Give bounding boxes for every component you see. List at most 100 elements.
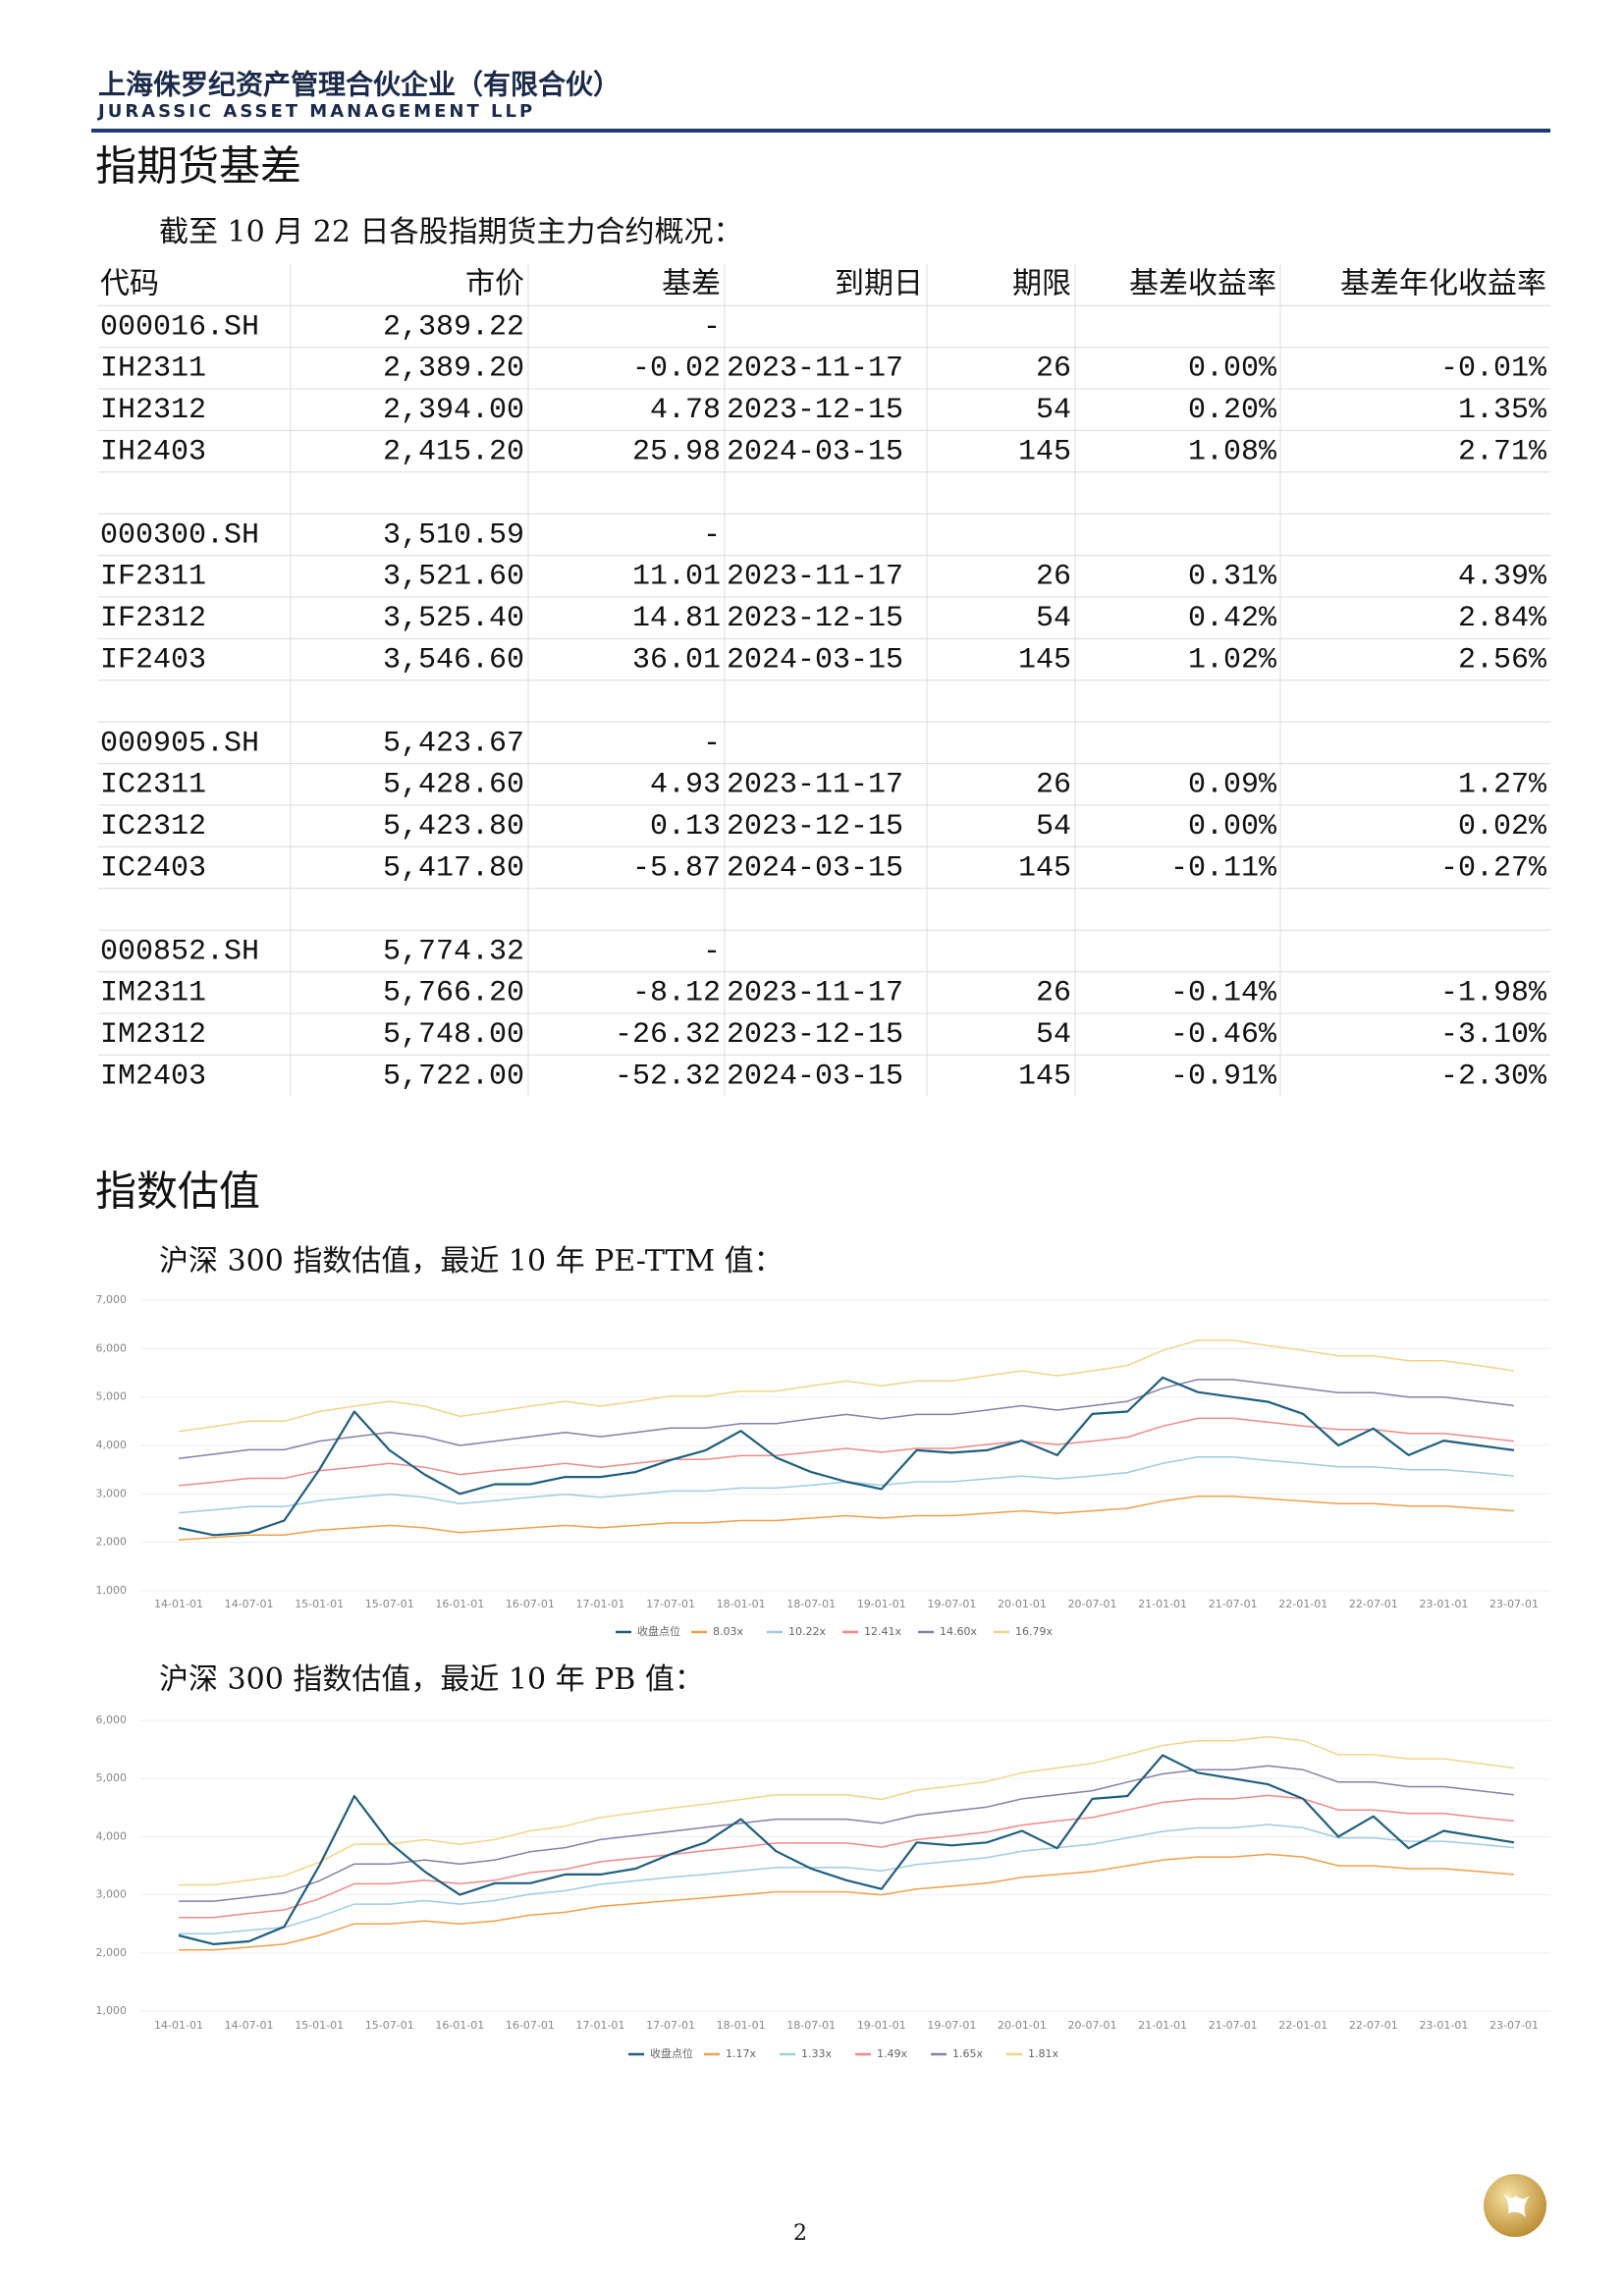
x-tick-label: 23-07-01: [1489, 1598, 1539, 1610]
table-cell: 54: [1036, 810, 1071, 844]
section-intro: 截至 10 月 22 日各股指期货主力合约概况：: [159, 215, 743, 249]
table-cell: 000905.SH: [100, 727, 259, 760]
series-line: [178, 1376, 1515, 1537]
table-cell: 000852.SH: [100, 935, 259, 968]
table-cell: 2023-12-15: [727, 394, 903, 427]
table-cell: 0.09%: [1188, 769, 1277, 802]
table-cell: 2023-12-15: [727, 810, 903, 844]
header-title-en: JURASSIC ASSET MANAGEMENT LLP: [96, 101, 535, 122]
section-heading: 指数估值: [95, 1168, 260, 1216]
x-tick-label: 17-07-01: [646, 2019, 695, 2032]
table-cell: 145: [1018, 436, 1071, 469]
table-cell: 2023-12-15: [727, 1018, 903, 1052]
table-cell: 145: [1018, 1061, 1071, 1094]
table-cell: 1.35%: [1458, 394, 1547, 427]
x-tick-label: 18-07-01: [786, 1598, 836, 1610]
series-line: [179, 1794, 1515, 1919]
table-cell: 5,423.67: [383, 727, 524, 760]
table-cell: -0.11%: [1170, 852, 1277, 886]
legend-label: 收盘点位: [650, 2046, 693, 2060]
table-cell: 36.01: [632, 644, 721, 678]
table-cell: 5,423.80: [383, 810, 524, 844]
table-cell: 0.02%: [1458, 810, 1547, 844]
x-tick-label: 21-07-01: [1209, 2019, 1258, 2032]
x-tick-label: 20-01-01: [998, 2019, 1047, 2032]
table-cell: IC2311: [100, 769, 206, 802]
table-header-cell: 到期日: [835, 267, 923, 301]
table-cell: 14.81: [632, 602, 721, 635]
table-cell: IH2312: [100, 394, 206, 427]
table-cell: -5.87: [632, 852, 721, 886]
table-cell: IM2403: [100, 1061, 206, 1094]
table-cell: -: [703, 935, 721, 968]
x-tick-label: 19-01-01: [857, 2019, 906, 2032]
series-line: [178, 1456, 1515, 1514]
y-tick-label: 5,000: [96, 1771, 128, 1784]
legend-label: 收盘点位: [637, 1624, 680, 1638]
table-cell: 1.02%: [1188, 644, 1277, 678]
table-header-cell: 期限: [1012, 267, 1071, 301]
table-cell: 26: [1036, 769, 1071, 802]
y-tick-label: 6,000: [96, 1341, 128, 1354]
table-cell: 0.13: [650, 810, 721, 844]
table-cell: 0.00%: [1188, 353, 1277, 386]
table-cell: IF2403: [100, 644, 206, 678]
x-tick-label: 17-07-01: [646, 1598, 695, 1610]
series-line: [178, 1754, 1515, 1946]
page-number: 2: [793, 2221, 807, 2246]
x-tick-label: 18-07-01: [786, 2019, 836, 2032]
table-cell: 4.39%: [1458, 561, 1547, 594]
table-cell: 5,417.80: [383, 852, 524, 886]
table-cell: 1.27%: [1458, 769, 1547, 802]
table-cell: 2.84%: [1458, 602, 1547, 635]
y-tick-label: 4,000: [96, 1439, 128, 1451]
y-tick-label: 2,000: [96, 1536, 128, 1549]
table-cell: 0.00%: [1188, 810, 1277, 844]
table-cell: 2023-11-17: [727, 353, 903, 386]
series-line: [178, 1379, 1515, 1460]
table-cell: -0.46%: [1170, 1018, 1277, 1052]
table-cell: 5,722.00: [383, 1061, 524, 1094]
table-cell: -52.32: [615, 1061, 721, 1094]
x-tick-label: 19-01-01: [857, 1598, 906, 1610]
table-cell: 4.78: [650, 394, 721, 427]
legend-label: 1.17x: [726, 2047, 756, 2060]
table-header-cell: 基差: [662, 267, 721, 301]
x-tick-label: 23-01-01: [1419, 1598, 1468, 1610]
x-tick-label: 16-01-01: [435, 1598, 484, 1610]
table-cell: 2023-11-17: [727, 977, 903, 1010]
table-header-cell: 代码: [100, 267, 159, 301]
series-line: [179, 1823, 1515, 1935]
x-tick-label: 22-07-01: [1349, 2019, 1398, 2032]
table-cell: -: [703, 310, 721, 344]
x-tick-label: 20-07-01: [1068, 1598, 1117, 1610]
table-cell: 145: [1018, 644, 1071, 678]
y-tick-label: 2,000: [96, 1946, 128, 1959]
y-tick-label: 3,000: [96, 1888, 128, 1901]
table-header-cell: 市价: [465, 267, 524, 301]
series-line: [178, 1417, 1515, 1487]
table-cell: IM2312: [100, 1018, 206, 1052]
x-tick-label: 15-07-01: [365, 2019, 414, 2032]
table-cell: 3,525.40: [383, 602, 524, 635]
table-cell: 54: [1036, 1018, 1071, 1052]
table-cell: 1.08%: [1188, 436, 1277, 469]
table-cell: -0.02: [632, 353, 721, 386]
x-tick-label: 14-01-01: [154, 2019, 203, 2032]
x-tick-label: 23-07-01: [1489, 2019, 1539, 2032]
legend-label: 16.79x: [1015, 1625, 1053, 1638]
x-tick-label: 21-01-01: [1138, 1598, 1187, 1610]
table-cell: -0.27%: [1440, 852, 1547, 886]
table-cell: -: [703, 727, 721, 760]
table-cell: 5,428.60: [383, 769, 524, 802]
series-line: [179, 1765, 1515, 1902]
table-cell: -0.14%: [1170, 977, 1277, 1010]
table-cell: 2.56%: [1458, 644, 1547, 678]
legend-label: 1.81x: [1028, 2047, 1058, 2060]
table-cell: IH2311: [100, 353, 206, 386]
table-cell: -: [703, 518, 721, 552]
y-tick-label: 7,000: [96, 1293, 128, 1306]
table-cell: 2023-11-17: [727, 769, 903, 802]
